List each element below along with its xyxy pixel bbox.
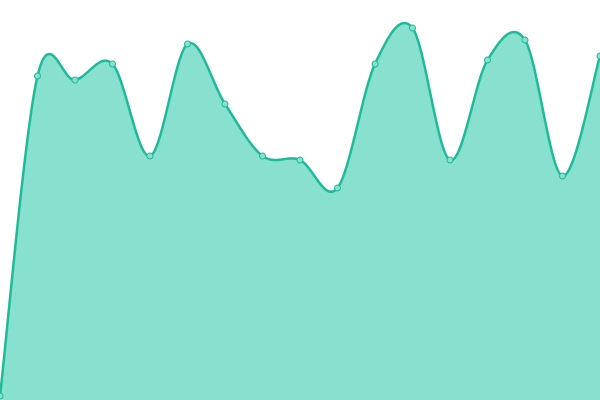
point <box>34 72 41 80</box>
point <box>446 156 454 164</box>
point <box>184 40 191 48</box>
point <box>146 152 154 160</box>
point <box>0 392 4 400</box>
point <box>371 60 379 68</box>
area-fill <box>0 23 600 400</box>
point <box>221 100 229 108</box>
point <box>596 52 600 60</box>
point <box>484 56 491 64</box>
point <box>334 184 341 192</box>
point <box>521 36 529 44</box>
point <box>559 172 566 180</box>
point <box>409 24 416 32</box>
point <box>296 156 304 164</box>
point <box>259 152 266 160</box>
point <box>71 76 79 84</box>
point <box>109 60 116 68</box>
